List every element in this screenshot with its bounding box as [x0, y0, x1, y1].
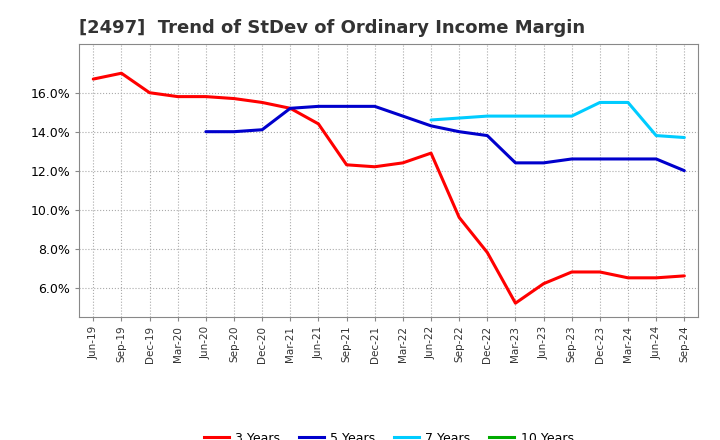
3 Years — [399, 160, 408, 165]
Line: 7 Years: 7 Years — [431, 103, 684, 138]
7 Years — [624, 100, 632, 105]
3 Years — [145, 90, 154, 95]
3 Years — [89, 77, 98, 82]
3 Years — [174, 94, 182, 99]
5 Years — [652, 156, 660, 161]
5 Years — [427, 123, 436, 128]
5 Years — [483, 133, 492, 138]
5 Years — [286, 106, 294, 111]
7 Years — [539, 114, 548, 119]
3 Years — [652, 275, 660, 280]
5 Years — [511, 160, 520, 165]
Text: [2497]  Trend of StDev of Ordinary Income Margin: [2497] Trend of StDev of Ordinary Income… — [79, 19, 585, 37]
3 Years — [230, 96, 238, 101]
Line: 5 Years: 5 Years — [206, 106, 684, 171]
7 Years — [455, 115, 464, 121]
3 Years — [511, 301, 520, 306]
5 Years — [314, 104, 323, 109]
5 Years — [258, 127, 266, 132]
3 Years — [314, 121, 323, 127]
3 Years — [455, 215, 464, 220]
3 Years — [567, 269, 576, 275]
5 Years — [399, 114, 408, 119]
7 Years — [652, 133, 660, 138]
7 Years — [511, 114, 520, 119]
7 Years — [427, 117, 436, 123]
3 Years — [117, 70, 126, 76]
3 Years — [680, 273, 688, 279]
5 Years — [595, 156, 604, 161]
Line: 3 Years: 3 Years — [94, 73, 684, 303]
7 Years — [483, 114, 492, 119]
3 Years — [483, 250, 492, 255]
5 Years — [539, 160, 548, 165]
5 Years — [624, 156, 632, 161]
3 Years — [370, 164, 379, 169]
3 Years — [342, 162, 351, 168]
5 Years — [455, 129, 464, 134]
5 Years — [370, 104, 379, 109]
3 Years — [595, 269, 604, 275]
3 Years — [539, 281, 548, 286]
Legend: 3 Years, 5 Years, 7 Years, 10 Years: 3 Years, 5 Years, 7 Years, 10 Years — [199, 427, 579, 440]
7 Years — [567, 114, 576, 119]
3 Years — [286, 106, 294, 111]
5 Years — [342, 104, 351, 109]
7 Years — [595, 100, 604, 105]
3 Years — [427, 150, 436, 156]
3 Years — [258, 100, 266, 105]
5 Years — [680, 168, 688, 173]
7 Years — [680, 135, 688, 140]
3 Years — [202, 94, 210, 99]
5 Years — [230, 129, 238, 134]
5 Years — [202, 129, 210, 134]
5 Years — [567, 156, 576, 161]
3 Years — [624, 275, 632, 280]
